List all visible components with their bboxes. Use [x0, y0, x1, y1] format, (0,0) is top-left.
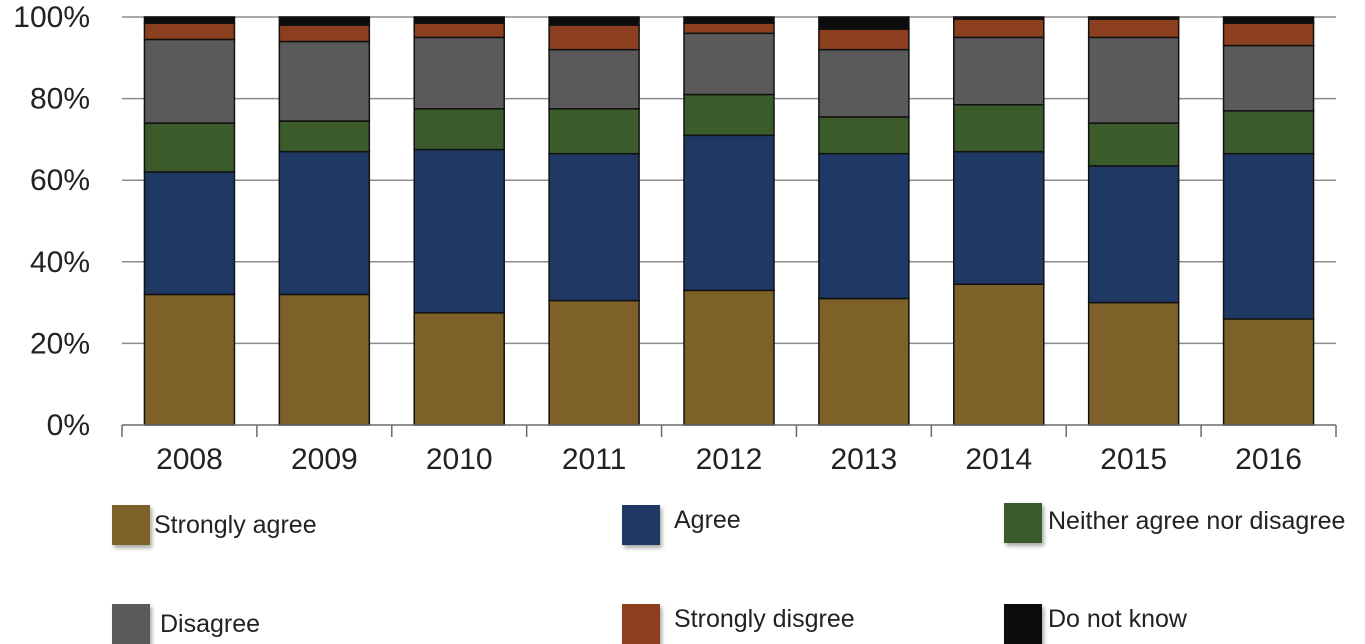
stacked-bar-chart: 0% 20% 40% 60% 80% 100% 2008 2009 2010 2011 2012 20…	[13, 1, 1337, 476]
bar-segment-2015-strongly-disgree	[1087, 18, 1180, 39]
x-tick-label: 2008	[156, 443, 223, 476]
bar-segment-2015-disagree	[1087, 36, 1180, 124]
bar-segment-2008-neither-agree-nor-disagree	[143, 122, 236, 173]
bar-segment-2011-neither-agree-nor-disagree	[548, 108, 640, 155]
bar-segment-2014-strongly-agree	[953, 283, 1045, 426]
bar-segment-2011-do-not-know	[548, 16, 640, 26]
legend-swatch-disagree	[112, 604, 150, 644]
x-tick-label: 2012	[696, 443, 763, 476]
legend-item-neither: Neither agree nor disagree	[1004, 503, 1345, 543]
bar-segment-2012-strongly-disgree	[683, 22, 775, 35]
bar-segment-2016-do-not-know	[1222, 16, 1315, 24]
bar-segment-2009-agree	[278, 150, 371, 296]
legend-swatch-neither	[1004, 503, 1042, 543]
x-tick-label: 2015	[1100, 443, 1167, 476]
bar-segment-2013-strongly-disgree	[818, 28, 910, 51]
bar-segment-2014-do-not-know	[953, 16, 1045, 20]
bar-segment-2011-disagree	[548, 48, 640, 110]
bar-segment-2014-disagree	[953, 36, 1045, 106]
bar-segment-2012-agree	[683, 134, 775, 292]
y-tick-label: 0%	[47, 409, 90, 442]
legend-label-neither: Neither agree nor disagree	[1048, 506, 1346, 535]
bar-segment-2014-neither-agree-nor-disagree	[953, 103, 1045, 153]
bar-segment-2015-agree	[1087, 165, 1180, 304]
legend-item-strongly-disagree: Strongly disgree	[622, 604, 855, 644]
bar-segment-2008-strongly-disgree	[143, 22, 236, 41]
x-tick-label: 2016	[1235, 443, 1302, 476]
x-tick-label: 2014	[965, 443, 1032, 476]
bar-segment-2016-disagree	[1222, 44, 1315, 112]
bar-segment-2009-do-not-know	[278, 16, 371, 26]
bar-segment-2013-disagree	[818, 48, 910, 118]
bar-segment-2015-strongly-agree	[1087, 301, 1180, 426]
bar-segment-2012-strongly-agree	[683, 289, 775, 426]
legend-item-disagree: Disagree	[112, 604, 260, 644]
bar-segment-2009-disagree	[278, 40, 371, 122]
bar-segment-2014-strongly-disgree	[953, 18, 1045, 39]
bar-segment-2016-strongly-disgree	[1222, 22, 1315, 47]
bar-segment-2010-disagree	[413, 36, 505, 110]
bar-segment-2010-do-not-know	[413, 16, 505, 24]
bar-segment-2011-agree	[548, 152, 640, 302]
legend-swatch-do-not-know	[1004, 604, 1042, 644]
y-tick-label: 40%	[30, 246, 90, 279]
bars	[143, 16, 1315, 426]
bar-segment-2013-agree	[818, 152, 910, 300]
legend-label-agree: Agree	[674, 505, 741, 534]
bar-segment-2010-strongly-agree	[413, 312, 505, 426]
bar-segment-2016-neither-agree-nor-disagree	[1222, 110, 1315, 155]
legend-label-disagree: Disagree	[160, 609, 261, 638]
bar-segment-2015-do-not-know	[1087, 16, 1180, 20]
bar-segment-2016-agree	[1222, 152, 1315, 320]
x-tick-label: 2011	[562, 443, 627, 476]
axes: 0% 20% 40% 60% 80% 100% 2008 2009 2010 2011 2012 20…	[13, 1, 1337, 476]
bar-segment-2016-strongly-agree	[1222, 318, 1315, 426]
legend-swatch-strongly-agree	[112, 505, 150, 545]
y-tick-label: 60%	[30, 164, 90, 197]
x-tick-label: 2010	[426, 443, 493, 476]
bar-segment-2009-neither-agree-nor-disagree	[278, 120, 371, 153]
x-tick-label: 2009	[291, 443, 358, 476]
y-tick-label: 20%	[30, 327, 90, 360]
y-tick-label: 100%	[13, 1, 90, 34]
legend-swatch-agree	[622, 505, 660, 545]
bar-segment-2009-strongly-agree	[278, 293, 371, 426]
bar-segment-2008-do-not-know	[143, 16, 236, 24]
bar-segment-2010-neither-agree-nor-disagree	[413, 108, 505, 151]
bar-segment-2008-strongly-agree	[143, 293, 236, 426]
bar-segment-2011-strongly-agree	[548, 299, 640, 426]
bar-segment-2013-do-not-know	[818, 16, 910, 30]
bar-segment-2014-agree	[953, 150, 1045, 285]
bar-segment-2013-neither-agree-nor-disagree	[818, 116, 910, 155]
x-tick-label: 2013	[831, 443, 898, 476]
bar-segment-2010-agree	[413, 148, 505, 314]
legend-label-do-not-know: Do not know	[1048, 604, 1187, 633]
bar-segment-2011-strongly-disgree	[548, 24, 640, 51]
bar-segment-2015-neither-agree-nor-disagree	[1087, 122, 1180, 167]
bar-segment-2012-do-not-know	[683, 16, 775, 24]
bar-segment-2012-neither-agree-nor-disagree	[683, 93, 775, 137]
legend-item-agree: Agree	[622, 505, 741, 545]
legend-label-strongly-agree: Strongly agree	[154, 510, 317, 539]
legend-item-do-not-know: Do not know	[1004, 604, 1187, 644]
bar-segment-2012-disagree	[683, 32, 775, 96]
legend-item-strongly-agree: Strongly agree	[112, 505, 317, 545]
bar-segment-2008-disagree	[143, 38, 236, 124]
legend-swatch-strongly-disagree	[622, 604, 660, 644]
bar-segment-2008-agree	[143, 171, 236, 296]
bar-segment-2009-strongly-disgree	[278, 24, 371, 43]
legend-label-strongly-disagree: Strongly disgree	[674, 604, 855, 633]
bar-segment-2013-strongly-agree	[818, 297, 910, 426]
bar-segment-2010-strongly-disgree	[413, 22, 505, 39]
y-tick-label: 80%	[30, 83, 90, 116]
